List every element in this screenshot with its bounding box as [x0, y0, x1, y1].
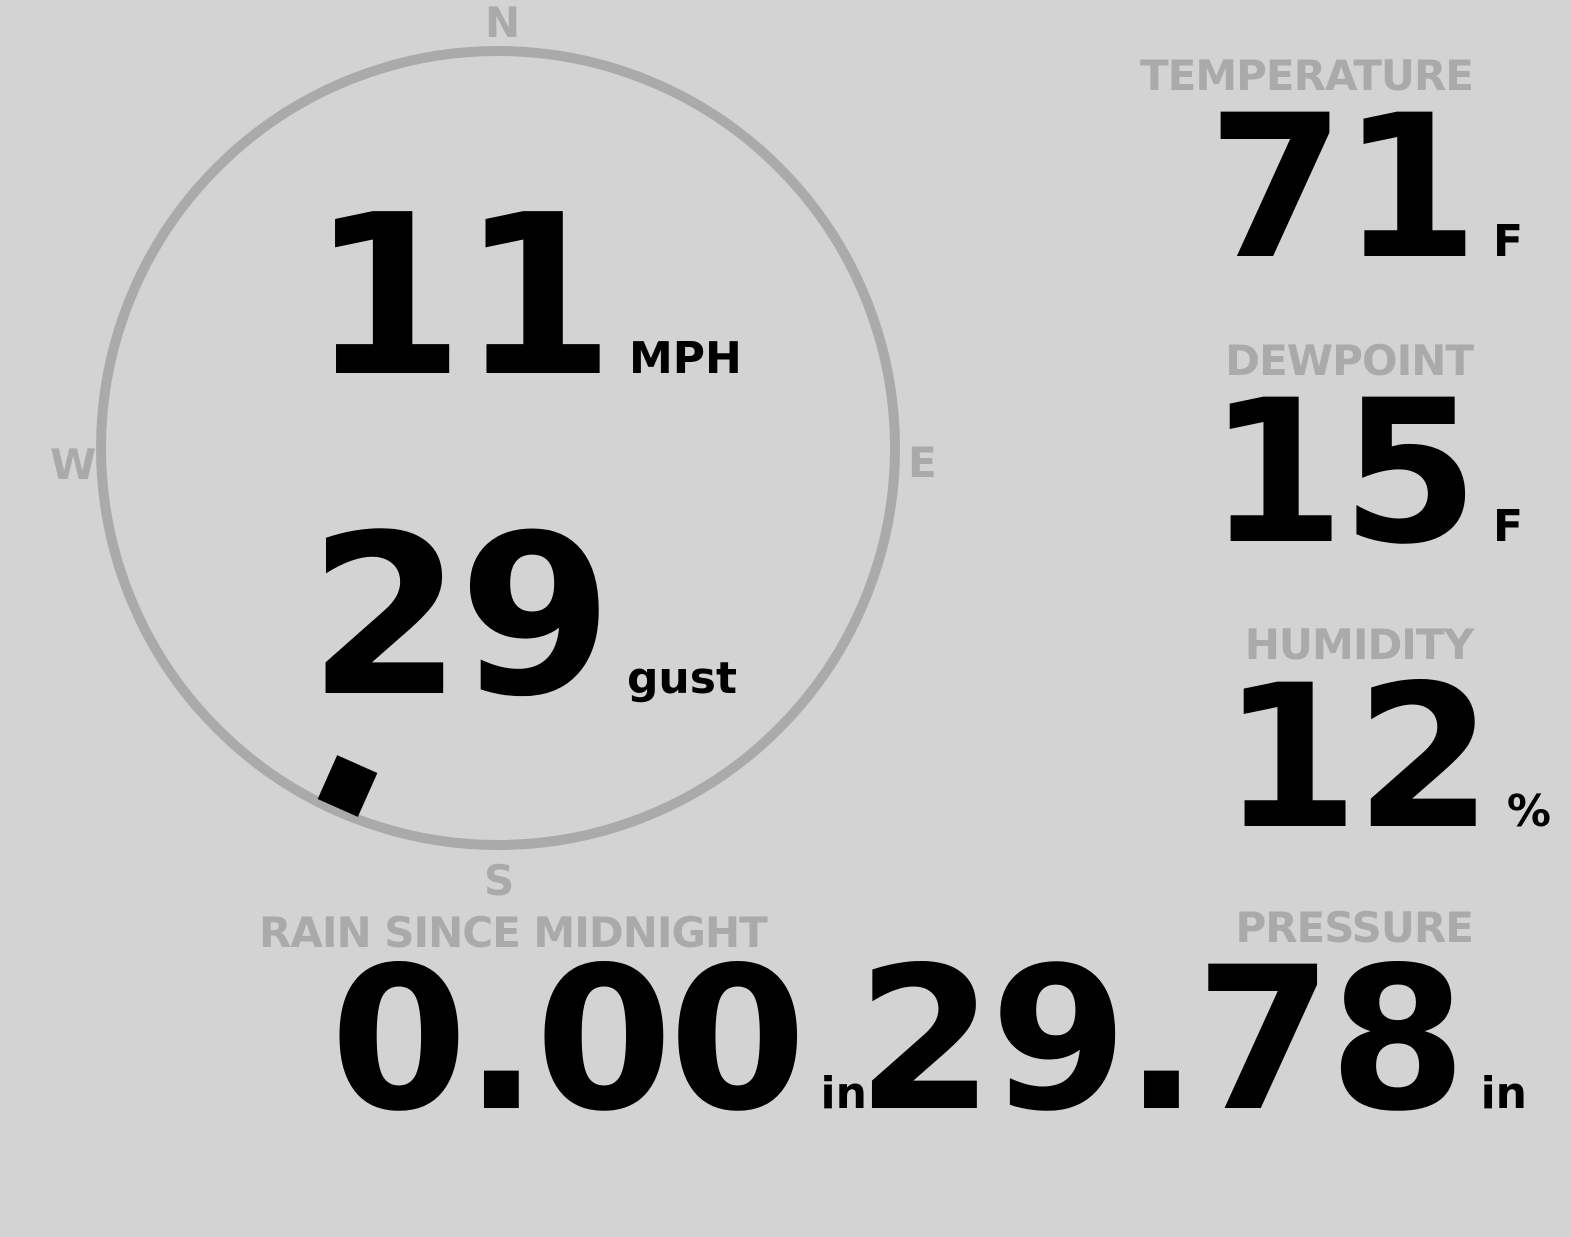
dewpoint-unit: F [1492, 501, 1523, 552]
compass-south: S [484, 856, 515, 905]
humidity-value: 12 [1221, 642, 1493, 873]
pressure-unit: in [1480, 1068, 1527, 1119]
wind-speed-unit: MPH [628, 333, 742, 384]
dewpoint-value: 15 [1207, 357, 1479, 588]
pressure-label: PRESSURE [1235, 903, 1474, 952]
compass-east: E [908, 438, 937, 487]
wind-gust-unit: gust [626, 653, 737, 704]
wind-speed-value: 11 [310, 168, 615, 426]
rain-label: RAIN SINCE MIDNIGHT [259, 908, 768, 957]
humidity-row: 12 % [1221, 642, 1551, 873]
rain-unit: in [820, 1068, 867, 1119]
compass-north: N [485, 0, 521, 47]
wind-speed-row: 11 MPH [310, 168, 742, 426]
wind-gust-value: 29 [308, 488, 613, 746]
dewpoint-row: 15 F [1207, 357, 1523, 588]
compass-ring [96, 46, 900, 850]
temperature-unit: F [1492, 216, 1523, 267]
temperature-row: 71 F [1207, 72, 1523, 303]
temperature-label: TEMPERATURE [1140, 51, 1474, 100]
humidity-label: HUMIDITY [1244, 620, 1474, 669]
compass-west: W [50, 440, 97, 489]
pressure-row: 29.78 in [856, 924, 1527, 1155]
rain-row: 0.00 in [330, 924, 867, 1155]
wind-direction-marker [317, 755, 378, 817]
temperature-value: 71 [1207, 72, 1479, 303]
rain-value: 0.00 [330, 924, 807, 1155]
humidity-unit: % [1506, 786, 1551, 837]
dewpoint-label: DEWPOINT [1225, 336, 1474, 385]
pressure-value: 29.78 [856, 924, 1466, 1155]
wind-compass [96, 46, 900, 850]
wind-gust-row: 29 gust [308, 488, 737, 746]
